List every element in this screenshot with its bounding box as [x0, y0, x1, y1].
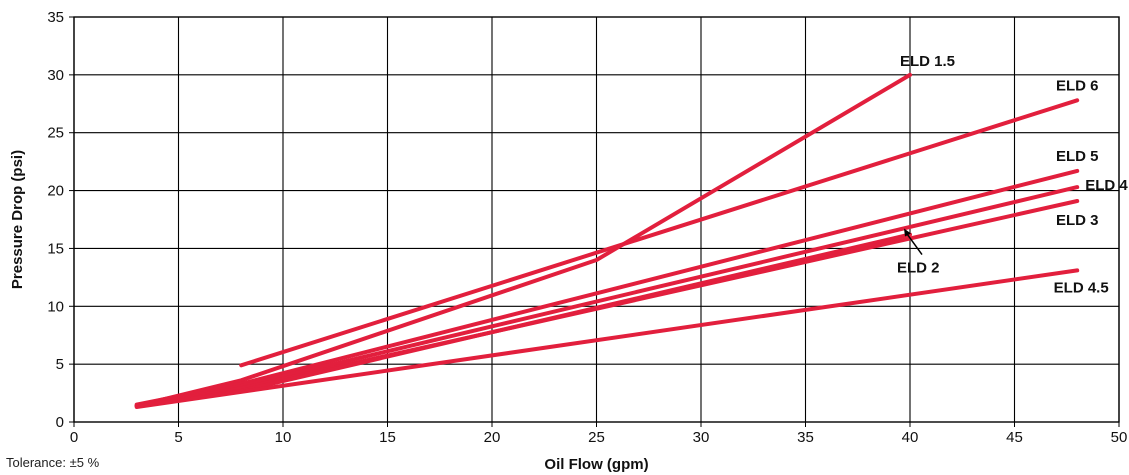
- x-axis-title: Oil Flow (gpm): [544, 456, 648, 473]
- x-tick-label: 30: [693, 429, 710, 446]
- x-tick-label: 40: [902, 429, 919, 446]
- y-tick-label: 5: [56, 356, 64, 373]
- y-tick-label: 35: [47, 9, 64, 26]
- y-tick-label: 20: [47, 183, 64, 200]
- series-line-eld-6: [239, 98, 1080, 368]
- x-tick-label: 5: [174, 429, 182, 446]
- tolerance-note: Tolerance: ±5 %: [6, 455, 100, 470]
- series-labels: ELD 1.5 ELD 6 ELD 5 ELD 4 ELD 3 ELD 2 ELD 4.5: [897, 53, 1128, 297]
- series-line-eld-4-5: [134, 268, 1080, 409]
- y-tick-label: 15: [47, 240, 64, 257]
- series-label: ELD 5: [1056, 148, 1099, 165]
- series-lines: [134, 72, 1080, 409]
- series-label: ELD 2: [897, 260, 940, 277]
- series-label: ELD 1.5: [900, 53, 955, 70]
- x-tick-label: 20: [484, 429, 501, 446]
- x-tick-label: 10: [275, 429, 292, 446]
- series-label: ELD 6: [1056, 77, 1099, 94]
- y-tick-label: 25: [47, 125, 64, 142]
- tick-labels: 0 5 10 15 20 25 30 35 40 45 50 0 5 10 15 20 25 30 35: [47, 9, 1127, 446]
- x-tick-label: 45: [1006, 429, 1023, 446]
- plot-frame: [73, 16, 1120, 423]
- series-label: ELD 4: [1085, 177, 1128, 194]
- grid: [69, 16, 1120, 427]
- x-tick-label: 0: [70, 429, 78, 446]
- series-label: ELD 4.5: [1054, 279, 1109, 296]
- x-tick-label: 25: [588, 429, 605, 446]
- label-pointer-arrowhead: [904, 228, 911, 237]
- series-label: ELD 3: [1056, 212, 1099, 229]
- y-tick-label: 0: [56, 414, 64, 431]
- x-tick-label: 15: [379, 429, 396, 446]
- y-tick-label: 30: [47, 67, 64, 84]
- series-line-eld-1-5: [134, 72, 912, 408]
- label-pointer-arrow: [905, 232, 923, 255]
- y-tick-label: 10: [47, 298, 64, 315]
- x-tick-label: 50: [1111, 429, 1128, 446]
- x-tick-label: 35: [797, 429, 814, 446]
- y-axis-title: Pressure Drop (psi): [9, 150, 26, 289]
